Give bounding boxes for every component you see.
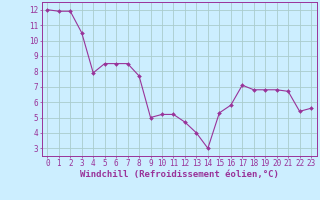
X-axis label: Windchill (Refroidissement éolien,°C): Windchill (Refroidissement éolien,°C)	[80, 170, 279, 179]
